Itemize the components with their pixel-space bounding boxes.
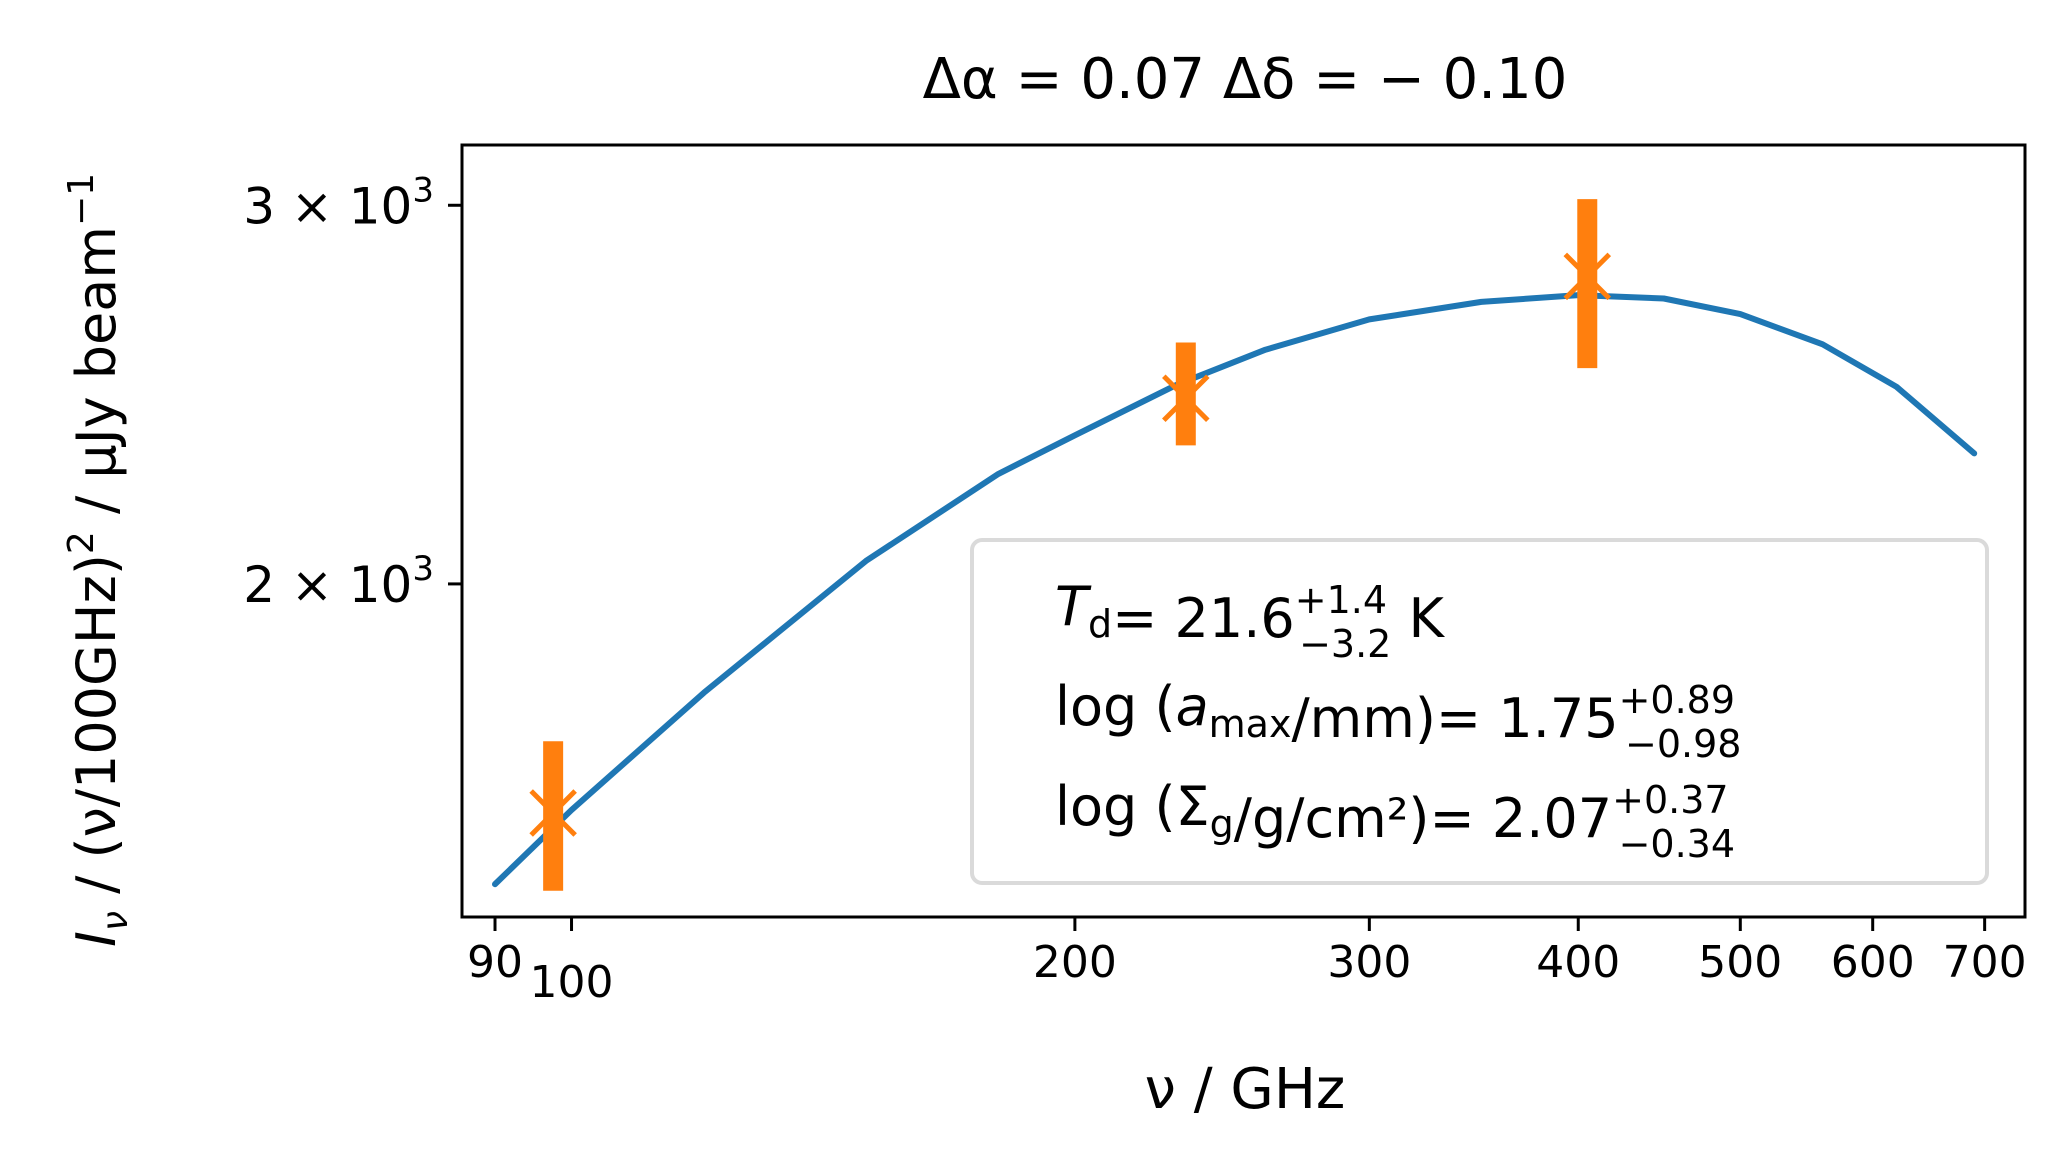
x-axis-label: ν / GHz [1145,1057,1346,1122]
legend-entry: log (Σg/g/cm²)= 2.07+0.37 −0.34 [1055,775,1735,866]
model-curve [492,292,1978,888]
x-tick-label: 600 [1831,937,1915,988]
legend-box [970,538,1989,885]
y-tick-label: 2 × 103 [243,549,434,614]
data-point-marker [1162,374,1210,422]
x-tick-label: 200 [1033,937,1117,988]
legend-entry: log (amax/mm)= 1.75+0.89 −0.98 [1055,675,1741,766]
x-tick-label: 400 [1536,937,1620,988]
x-tick-label: 90 [467,937,523,988]
x-tick-label: 700 [1943,937,2027,988]
y-tick-label: 3 × 103 [243,170,434,235]
x-axis-ticks: 90 100 200 300 400 500 600 700 [467,917,2027,1008]
data-point-marker [1563,252,1612,301]
chart-title: Δα = 0.07 Δδ = − 0.10 [923,47,1568,112]
y-label-var: I [65,931,128,947]
svg-text:Iν / (ν/100GHz)2 / μJy beam−1: Iν / (ν/100GHz)2 / μJy beam−1 [61,173,136,947]
series-layer [492,199,1978,891]
plot-area [460,143,2027,919]
y-axis-ticks: 2 × 103 3 × 103 [243,170,462,614]
x-tick-label: 300 [1327,937,1411,988]
x-tick-label: 500 [1698,937,1782,988]
legend-entry: Td= 21.6+1.4 −3.2 K [1055,575,1446,666]
data-point-marker [529,789,577,837]
y-axis-label: Iν / (ν/100GHz)2 / μJy beam−1 [61,173,136,947]
x-tick-label: 100 [530,957,614,1008]
